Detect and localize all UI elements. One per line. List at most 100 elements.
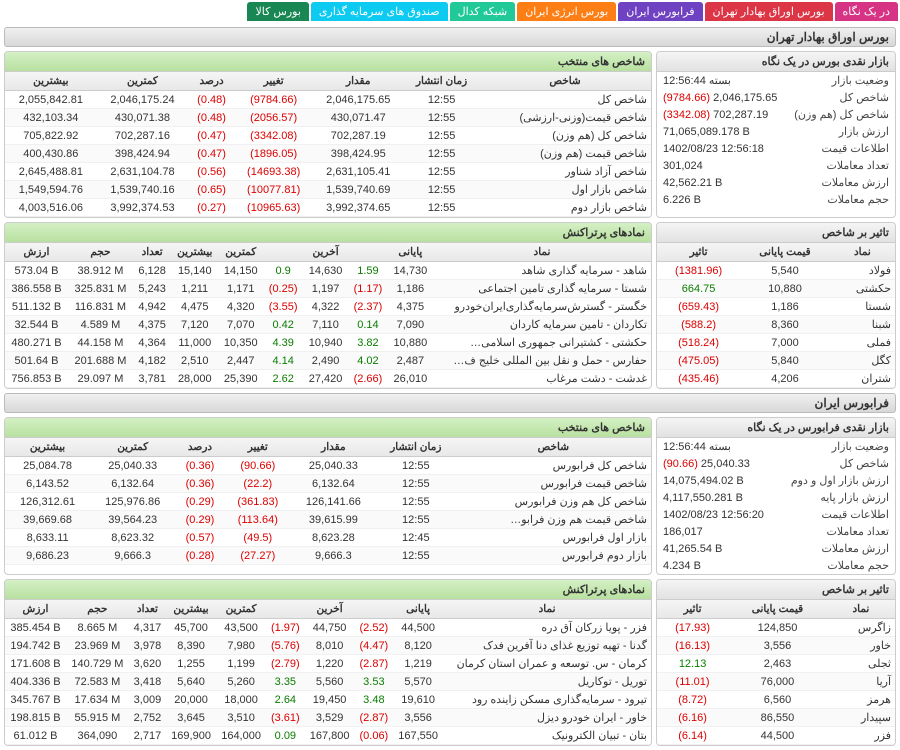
col-header[interactable] bbox=[266, 600, 304, 619]
col-header[interactable] bbox=[355, 600, 393, 619]
col-header[interactable]: آخرین bbox=[305, 600, 355, 619]
table-row[interactable]: زاگرس124,850(17.93) bbox=[657, 619, 895, 637]
table-row[interactable]: خاور3,556(16.13) bbox=[657, 637, 895, 655]
table-row[interactable]: تکاردان - تامین سرمایه کاردان7,0900.147,… bbox=[5, 316, 651, 334]
col-header[interactable]: زمان انتشار bbox=[404, 72, 479, 91]
cell: 194.742 B bbox=[5, 637, 66, 655]
col-header[interactable]: کمترین bbox=[218, 243, 263, 262]
table-row[interactable]: هرمز6,560(8.72) bbox=[657, 691, 895, 709]
col-header[interactable]: حجم bbox=[66, 600, 129, 619]
cell: 10,350 bbox=[218, 334, 263, 352]
table-row[interactable]: بازار اول فرابورس12:458,623.28(49.5)(0.5… bbox=[5, 529, 651, 547]
nav-glance[interactable]: در یک نگاه bbox=[835, 2, 898, 21]
col-header[interactable]: بیشترین bbox=[5, 72, 97, 91]
nav-tse[interactable]: بورس اوراق بهادار تهران bbox=[705, 2, 833, 21]
table-row[interactable]: بازار دوم فرابورس12:559,666.3(27.27)(0.2… bbox=[5, 547, 651, 565]
table-row[interactable]: شتران4,206(435.46) bbox=[657, 370, 895, 388]
table-row[interactable]: فزر44,500(6.14) bbox=[657, 727, 895, 745]
nav-energy[interactable]: بورس انرژی ایران bbox=[517, 2, 616, 21]
col-header[interactable]: تاثیر bbox=[657, 600, 728, 619]
table-row[interactable]: شاخص کل هم وزن فرابورس12:55126,141.66(36… bbox=[5, 493, 651, 511]
table-row[interactable]: شاخص کل12:552,046,175.65(9784.66)(0.48)2… bbox=[5, 91, 651, 109]
table-row[interactable]: حکشتی - کشتیرانی جمهوری اسلامی…10,8803.8… bbox=[5, 334, 651, 352]
col-header[interactable]: تاثیر bbox=[657, 243, 740, 262]
nav-funds[interactable]: صندوق های سرمایه گذاری bbox=[311, 2, 448, 21]
table-row[interactable]: شاخص بازار دوم12:553,992,374.65(10965.63… bbox=[5, 199, 651, 217]
table-row[interactable]: تیرود - سرمایه‌گذاری مسکن زاینده رود19,6… bbox=[5, 691, 651, 709]
table-row[interactable]: شاخص آزاد شناور12:552,631,105.41(14693.3… bbox=[5, 163, 651, 181]
table-row[interactable]: سپیدار86,550(6.16) bbox=[657, 709, 895, 727]
col-header[interactable]: نماد bbox=[443, 600, 651, 619]
col-header[interactable]: کمترین bbox=[216, 600, 266, 619]
col-header[interactable]: نماد bbox=[827, 600, 895, 619]
table-row[interactable]: شستا1,186(659.43) bbox=[657, 298, 895, 316]
cell: 345.767 B bbox=[5, 691, 66, 709]
col-header[interactable]: کمترین bbox=[97, 72, 189, 91]
col-header[interactable]: مقدار bbox=[291, 438, 376, 457]
table-row[interactable]: فزر - پویا زرکان آق دره44,500(2.52)44,75… bbox=[5, 619, 651, 637]
table-row[interactable]: شبنا8,360(588.2) bbox=[657, 316, 895, 334]
table-row[interactable]: خگستر - گسترش‌سرمایه‌گذاری‌ایران‌خودرو4,… bbox=[5, 298, 651, 316]
cell: 2,046,175.24 bbox=[97, 91, 189, 109]
table-row[interactable]: حکشتی10,880664.75 bbox=[657, 280, 895, 298]
table-row[interactable]: غدشت - دشت مرغاب26,010(2.66)27,4202.6225… bbox=[5, 370, 651, 388]
table-row[interactable]: خاور - ایران خودرو دیزل3,556(2.87)3,529(… bbox=[5, 709, 651, 727]
cell: 3.53 bbox=[355, 673, 393, 691]
col-header[interactable]: حجم bbox=[68, 243, 133, 262]
cell: 5,840 bbox=[740, 352, 830, 370]
table-row[interactable]: شاخص قیمت هم وزن فرابو…12:5539,615.99(11… bbox=[5, 511, 651, 529]
col-header[interactable]: ارزش bbox=[5, 243, 68, 262]
col-header[interactable]: آخرین bbox=[303, 243, 348, 262]
nav-kala[interactable]: بورس کالا bbox=[247, 2, 308, 21]
col-header[interactable]: تغییر bbox=[235, 72, 313, 91]
col-header[interactable]: تعداد bbox=[129, 600, 166, 619]
col-header[interactable]: قیمت پایانی bbox=[728, 600, 827, 619]
col-header[interactable]: ارزش bbox=[5, 600, 66, 619]
table-row[interactable]: شاخص کل فرابورس12:5525,040.33(90.66)(0.3… bbox=[5, 457, 651, 475]
col-header[interactable]: بیشترین bbox=[166, 600, 216, 619]
table-row[interactable]: کگل5,840(475.05) bbox=[657, 352, 895, 370]
nav-codal[interactable]: شبکه کدال bbox=[450, 2, 516, 21]
col-header[interactable]: نماد bbox=[433, 243, 651, 262]
table-row[interactable]: شاخص قیمت فرابورس12:556,132.64(22.2)(0.3… bbox=[5, 475, 651, 493]
col-header[interactable]: تغییر bbox=[225, 438, 291, 457]
table-row[interactable]: شاهد - سرمایه گذاری شاهد14,7301.5914,630… bbox=[5, 262, 651, 280]
col-header[interactable]: درصد bbox=[175, 438, 225, 457]
col-header[interactable]: مقدار bbox=[312, 72, 404, 91]
table-row[interactable]: شاخص بازار اول12:551,539,740.69(10077.81… bbox=[5, 181, 651, 199]
cell: 19,610 bbox=[393, 691, 443, 709]
table-row[interactable]: توریل - توکاریل5,5703.535,5603.355,2605,… bbox=[5, 673, 651, 691]
table-row[interactable]: گدنا - تهیه توزیع غذای دنا آفرین فدک8,12… bbox=[5, 637, 651, 655]
table-row[interactable]: ثجلی2,46312.13 bbox=[657, 655, 895, 673]
col-header[interactable]: نماد bbox=[830, 243, 895, 262]
cell: 3,992,374.65 bbox=[312, 199, 404, 217]
table-row[interactable]: حفارس - حمل و نقل بین المللی خلیج ف…2,48… bbox=[5, 352, 651, 370]
col-header[interactable]: درصد bbox=[188, 72, 235, 91]
col-header[interactable]: شاخص bbox=[479, 72, 651, 91]
cell: 12:55 bbox=[404, 145, 479, 163]
col-header[interactable]: قیمت پایانی bbox=[740, 243, 830, 262]
col-header[interactable]: زمان انتشار bbox=[376, 438, 456, 457]
tse-glance-title: بازار نقدی بورس در یک نگاه bbox=[657, 52, 895, 72]
col-header[interactable]: کمترین bbox=[90, 438, 175, 457]
table-row[interactable]: شاخص قیمت (هم وزن)12:55398,424.95(1896.0… bbox=[5, 145, 651, 163]
table-row[interactable]: شاخص قیمت(وزنی-ارزشی)12:55430,071.47(205… bbox=[5, 109, 651, 127]
table-row[interactable]: شستا - سرمایه گذاری تامین اجتماعی1,186(1… bbox=[5, 280, 651, 298]
table-row[interactable]: فملی7,000(518.24) bbox=[657, 334, 895, 352]
col-header[interactable]: تعداد bbox=[133, 243, 171, 262]
table-row[interactable]: شاخص کل (هم وزن)12:55702,287.19(3342.08)… bbox=[5, 127, 651, 145]
col-header[interactable]: پایانی bbox=[388, 243, 433, 262]
col-header[interactable]: بیشترین bbox=[5, 438, 90, 457]
col-header[interactable]: پایانی bbox=[393, 600, 443, 619]
cell: شتران bbox=[830, 370, 895, 388]
col-header[interactable]: بیشترین bbox=[171, 243, 218, 262]
col-header[interactable]: شاخص bbox=[456, 438, 651, 457]
nav-ifb[interactable]: فرابورس ایران bbox=[618, 2, 702, 21]
table-row[interactable]: آریا76,000(11.01) bbox=[657, 673, 895, 691]
col-header[interactable] bbox=[348, 243, 388, 262]
table-row[interactable]: بتان - تبیان الکترونیک167,550(0.06)167,8… bbox=[5, 727, 651, 745]
cell: 385.454 B bbox=[5, 619, 66, 637]
table-row[interactable]: فولاد5,540(1381.96) bbox=[657, 262, 895, 280]
col-header[interactable] bbox=[263, 243, 303, 262]
table-row[interactable]: کرمان - س. توسعه و عمران استان کرمان1,21… bbox=[5, 655, 651, 673]
